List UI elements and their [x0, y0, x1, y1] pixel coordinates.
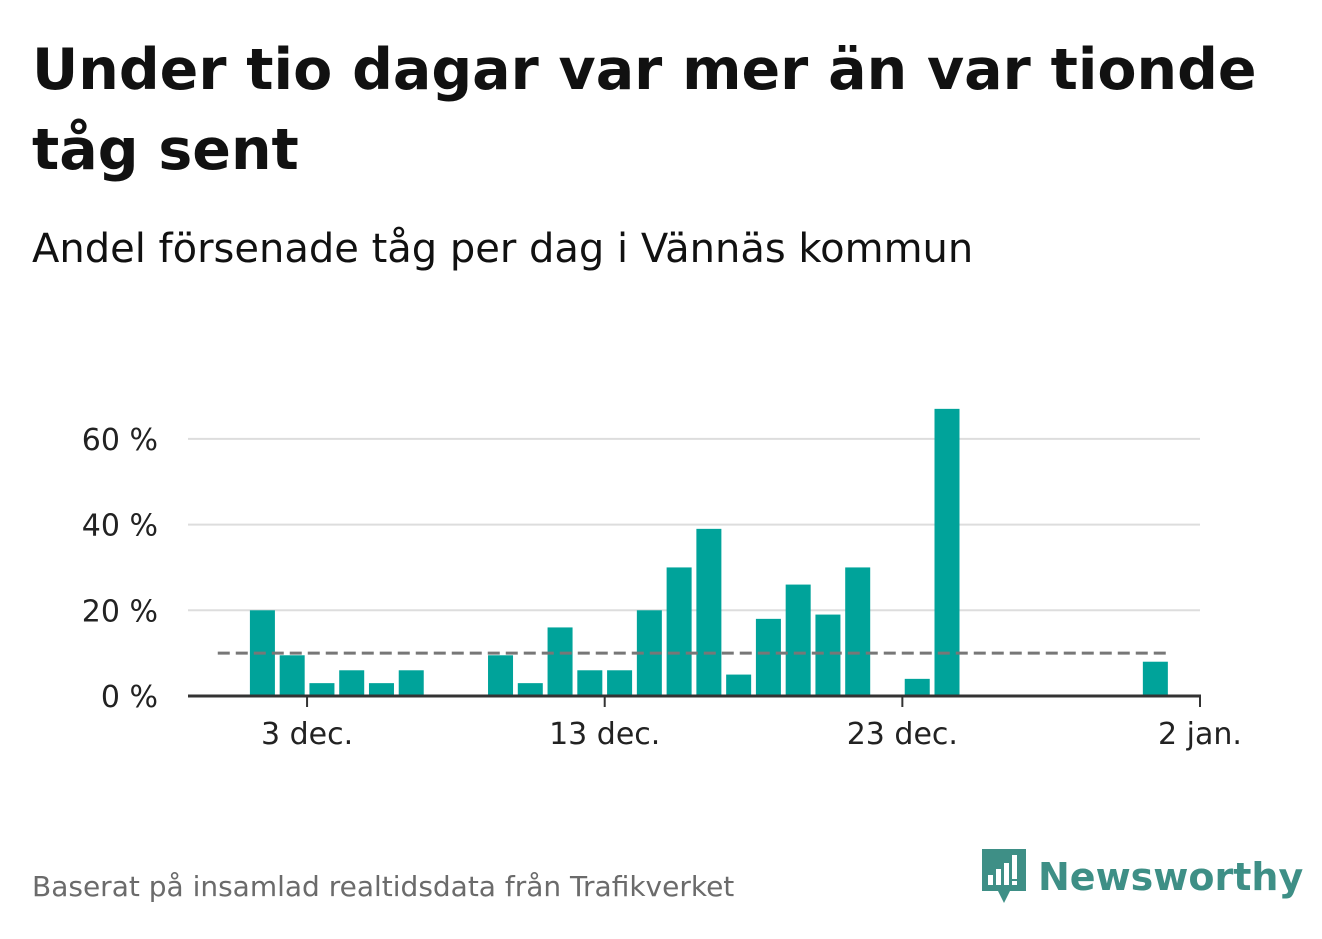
bar [607, 670, 633, 696]
bar [517, 683, 543, 696]
bar [726, 674, 752, 696]
bar [339, 670, 365, 696]
bar [755, 618, 781, 696]
bar [547, 627, 573, 696]
bar [666, 567, 692, 696]
y-tick-label: 40 % [82, 509, 158, 544]
y-tick-label: 20 % [82, 594, 158, 629]
y-tick-label: 0 % [101, 680, 158, 715]
grid-lines [188, 437, 1200, 612]
chart-subtitle: Andel försenade tåg per dag i Vännäs kom… [32, 226, 974, 272]
newsworthy-logo-icon [982, 849, 1026, 903]
newsworthy-logo: Newsworthy [980, 845, 1303, 909]
bar [904, 678, 930, 696]
bar [815, 614, 841, 696]
bar [845, 567, 871, 696]
bar [309, 683, 335, 696]
bar [368, 683, 394, 696]
bar [577, 670, 603, 696]
bar [398, 670, 424, 696]
bar [1142, 661, 1168, 696]
bar [279, 655, 305, 696]
bar-series [249, 408, 1168, 696]
chart-title: Under tio dagar var mer än var tionde tå… [32, 37, 1257, 183]
x-tick-label: 23 dec. [847, 717, 958, 752]
bar [488, 655, 514, 696]
y-tick-label: 60 % [82, 423, 158, 458]
bar [785, 584, 811, 696]
bar [934, 408, 960, 696]
axis-labels: 0 % 20 % 40 % 60 % 3 dec. 13 dec. 23 dec. 2 jan… [82, 423, 1242, 752]
source-note: Baserat på insamlad realtidsdata från Tr… [32, 870, 735, 903]
logo-wordmark: Newsworthy [1038, 855, 1304, 899]
bar-chart: 0 % 20 % 40 % 60 % 3 dec. 13 dec. 23 dec. 2 jan… [82, 408, 1242, 752]
bar [696, 528, 722, 696]
x-tick-label: 13 dec. [549, 717, 660, 752]
x-tick-label: 3 dec. [261, 717, 353, 752]
x-axis [188, 694, 1201, 707]
x-tick-label: 2 jan. [1158, 717, 1242, 752]
